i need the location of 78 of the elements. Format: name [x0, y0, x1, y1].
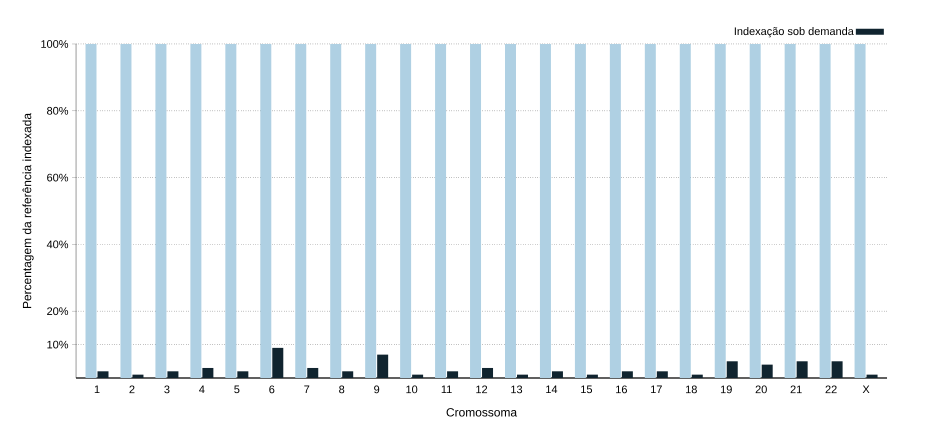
x-tick-label: 9: [374, 386, 380, 394]
x-tick-label: X: [862, 386, 870, 394]
bar: [586, 374, 598, 378]
y-tick-label: 100%: [41, 40, 68, 48]
y-tick-label: 20%: [47, 307, 68, 316]
x-tick-label: 19: [720, 386, 732, 394]
bar: [330, 44, 342, 378]
bar: [365, 44, 376, 378]
bar: [470, 44, 482, 378]
bar: [726, 361, 738, 378]
bar: [482, 368, 494, 378]
bar: [400, 44, 412, 378]
bar: [86, 44, 97, 378]
y-tick-label: 60%: [47, 174, 68, 182]
x-tick-label: 20: [756, 386, 767, 394]
x-tick-label: 8: [339, 386, 344, 394]
bar: [225, 44, 236, 378]
legend-label: Indexação sob demanda: [734, 27, 854, 38]
bar: [866, 374, 878, 378]
x-tick-label: 14: [546, 386, 558, 394]
bar: [260, 44, 272, 378]
bar: [377, 354, 388, 378]
bar: [656, 371, 668, 378]
bar: [692, 374, 703, 378]
x-tick-label: 2: [129, 386, 134, 394]
x-tick-label: 12: [476, 386, 488, 394]
bar: [680, 44, 691, 378]
bar: [714, 44, 726, 378]
x-tick-label: 22: [826, 386, 837, 394]
x-tick-label: 7: [304, 386, 310, 394]
bar: [202, 368, 214, 378]
bar: [832, 361, 843, 378]
bar: [750, 44, 761, 378]
bar: [574, 44, 586, 378]
bar: [412, 374, 424, 378]
y-tick-label: 80%: [47, 106, 68, 115]
bar: [854, 44, 866, 378]
bar: [504, 44, 516, 378]
x-tick-label: 4: [199, 386, 205, 394]
bar: [796, 361, 808, 378]
y-axis-title: Percentagem da referência indexada: [22, 113, 34, 308]
bar: [447, 371, 458, 378]
x-tick-label: 10: [406, 386, 418, 394]
x-tick-label: 6: [269, 386, 274, 394]
bar: [98, 371, 109, 378]
bar: [295, 44, 306, 378]
x-tick-label: 16: [616, 386, 627, 394]
bar: [190, 44, 202, 378]
bar: [610, 44, 621, 378]
x-tick-label: 18: [686, 386, 697, 394]
bar: [132, 374, 144, 378]
y-tick-label: 40%: [46, 240, 68, 248]
bar: [307, 368, 318, 378]
y-tick-label: 10%: [47, 340, 68, 348]
x-tick-label: 17: [651, 386, 662, 394]
bar: [622, 371, 633, 378]
bar: [167, 371, 178, 378]
bar: [120, 44, 132, 378]
bar: [762, 364, 773, 378]
bar: [272, 348, 284, 378]
bar: [237, 371, 248, 378]
bar: [516, 374, 528, 378]
bar: [820, 44, 831, 378]
x-tick-label: 13: [511, 386, 522, 394]
bar: [435, 44, 446, 378]
x-tick-label: 3: [164, 386, 170, 394]
bar: [540, 44, 551, 378]
x-axis-title: Cromossoma: [446, 408, 518, 417]
bar: [784, 44, 796, 378]
x-tick-label: 15: [581, 386, 592, 394]
x-tick-label: 5: [234, 386, 240, 394]
x-tick-label: 11: [442, 386, 452, 394]
bar: [644, 44, 656, 378]
x-tick-label: 1: [94, 386, 100, 394]
bar: [155, 44, 166, 378]
x-tick-label: 21: [790, 386, 802, 394]
bar: [342, 371, 354, 378]
bar: [552, 371, 563, 378]
